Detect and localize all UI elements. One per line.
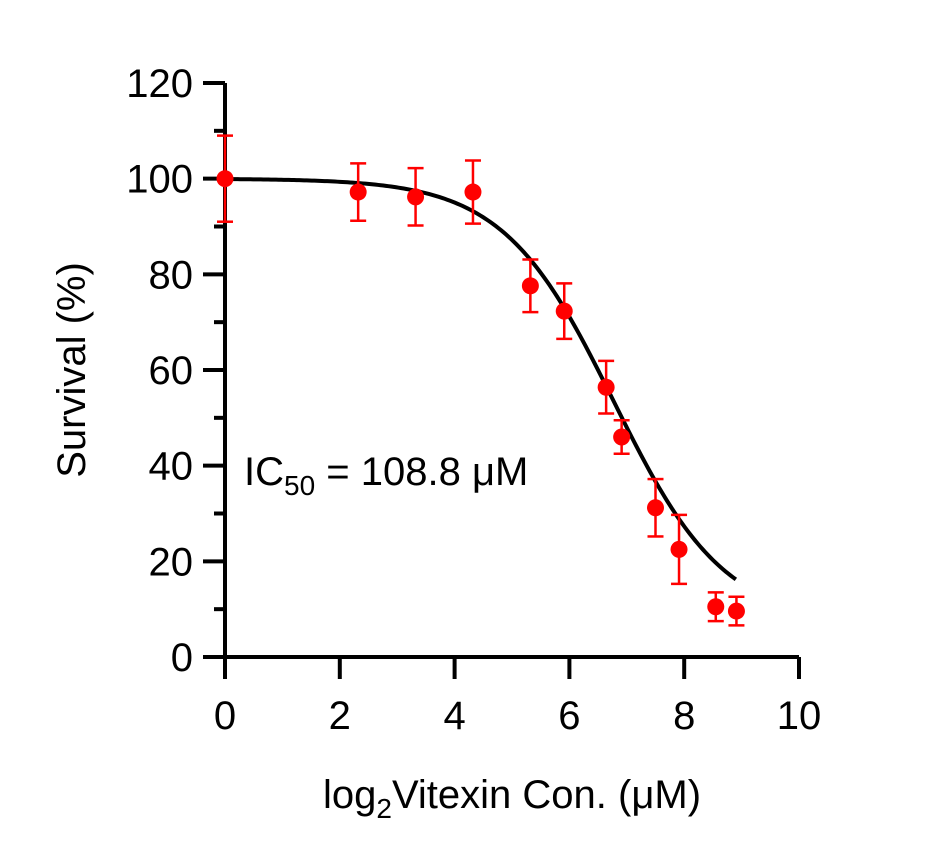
x-tick-label: 4 bbox=[443, 694, 465, 738]
data-point bbox=[555, 302, 573, 320]
data-point bbox=[727, 602, 745, 620]
x-tick-label: 0 bbox=[214, 694, 236, 738]
ic50-annotation: IC50 = 108.8 μM bbox=[244, 450, 528, 501]
x-axis-title: log2Vitexin Con. (μM) bbox=[323, 773, 701, 824]
y-tick-label: 40 bbox=[149, 445, 194, 489]
data-points-layer bbox=[216, 134, 745, 627]
data-point bbox=[647, 499, 664, 517]
data-point bbox=[216, 170, 234, 188]
y-axis-title: Survival (%) bbox=[50, 262, 94, 478]
data-point bbox=[597, 378, 615, 396]
y-tick-label: 0 bbox=[171, 636, 193, 680]
y-tick-label: 20 bbox=[149, 540, 194, 584]
y-tick-label: 100 bbox=[126, 158, 193, 202]
x-tick-label: 10 bbox=[777, 694, 822, 738]
data-point bbox=[349, 183, 367, 201]
fit-curve-layer bbox=[224, 177, 738, 582]
y-tick-label: 60 bbox=[149, 349, 194, 393]
data-point bbox=[464, 183, 482, 201]
y-tick-label: 120 bbox=[126, 62, 193, 106]
data-point bbox=[707, 598, 725, 616]
x-tick-label: 6 bbox=[558, 694, 580, 738]
data-point bbox=[670, 540, 688, 558]
fit-curve bbox=[224, 177, 738, 582]
tick-labels: 0 20 40 60 80 100 120 0 2 4 6 8 10 bbox=[126, 62, 821, 738]
x-tick-label: 2 bbox=[329, 694, 351, 738]
data-point bbox=[521, 277, 539, 295]
data-point bbox=[613, 428, 631, 446]
x-tick-label: 8 bbox=[673, 694, 695, 738]
axes bbox=[203, 81, 801, 679]
y-tick-label: 80 bbox=[149, 253, 194, 297]
data-point bbox=[407, 188, 425, 206]
